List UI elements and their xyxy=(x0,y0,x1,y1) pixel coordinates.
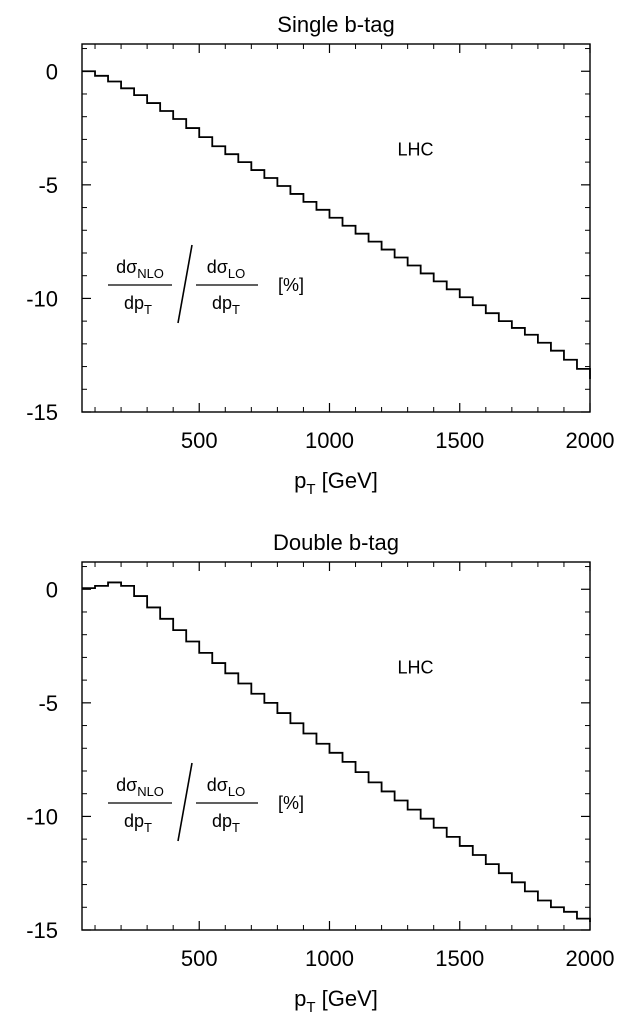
division-slash xyxy=(177,762,193,842)
x-tick-label: 1000 xyxy=(305,428,354,453)
ratio-numerator-nlo: dσNLO xyxy=(116,257,164,281)
x-tick-label: 500 xyxy=(181,946,218,971)
y-tick-label: -15 xyxy=(26,400,58,425)
x-axis-label: pT [GeV] xyxy=(294,986,378,1016)
x-axis-label: pT [GeV] xyxy=(294,468,378,498)
chart-svg-double-b-tag: Double b-tag 0 -5 -10 -15 500 1000 1500 2000 pT [… xyxy=(26,530,615,1016)
y-tick-label: -15 xyxy=(26,918,58,943)
ratio-denominator: dpT xyxy=(212,293,240,317)
ratio-unit: [%] xyxy=(278,793,304,813)
x-tick-label: 1500 xyxy=(435,428,484,453)
series-step-line xyxy=(82,70,591,380)
lhc-annotation: LHC xyxy=(397,657,433,677)
division-slash xyxy=(177,244,193,324)
y-tick-label: -10 xyxy=(26,286,58,311)
y-tick-label: -10 xyxy=(26,804,58,829)
ratio-numerator-lo: dσLO xyxy=(207,775,245,799)
chart-double-b-tag: Double b-tag 0 -5 -10 -15 500 1000 1500 2000 pT [… xyxy=(0,518,622,1018)
lhc-annotation: LHC xyxy=(397,139,433,159)
chart-title: Single b-tag xyxy=(277,12,394,37)
y-tick-label: 0 xyxy=(46,577,58,602)
y-tick-label: 0 xyxy=(46,59,58,84)
y-tick-label: -5 xyxy=(38,691,58,716)
ratio-label: dσNLO dpT dσLO dpT [%] xyxy=(108,244,304,324)
chart-title: Double b-tag xyxy=(273,530,399,555)
y-tick-label: -5 xyxy=(38,173,58,198)
x-tick-label: 500 xyxy=(181,428,218,453)
chart-single-b-tag: Single b-tag 0 -5 -10 -15 500 1000 1500 2000 pT [… xyxy=(0,0,622,500)
ratio-numerator-lo: dσLO xyxy=(207,257,245,281)
ratio-unit: [%] xyxy=(278,275,304,295)
ratio-label: dσNLO dpT dσLO dpT [%] xyxy=(108,762,304,842)
ratio-denominator: dpT xyxy=(212,811,240,835)
chart-svg-single-b-tag: Single b-tag 0 -5 -10 -15 500 1000 1500 2000 pT [… xyxy=(26,12,615,498)
x-tick-label: 1000 xyxy=(305,946,354,971)
x-tick-label: 1500 xyxy=(435,946,484,971)
x-tick-label: 2000 xyxy=(566,428,615,453)
ratio-numerator-nlo: dσNLO xyxy=(116,775,164,799)
series-step-line xyxy=(82,581,591,923)
plot-frame xyxy=(81,561,591,931)
x-tick-label: 2000 xyxy=(566,946,615,971)
plot-frame xyxy=(81,43,591,413)
ratio-denominator: dpT xyxy=(124,293,152,317)
ratio-denominator: dpT xyxy=(124,811,152,835)
